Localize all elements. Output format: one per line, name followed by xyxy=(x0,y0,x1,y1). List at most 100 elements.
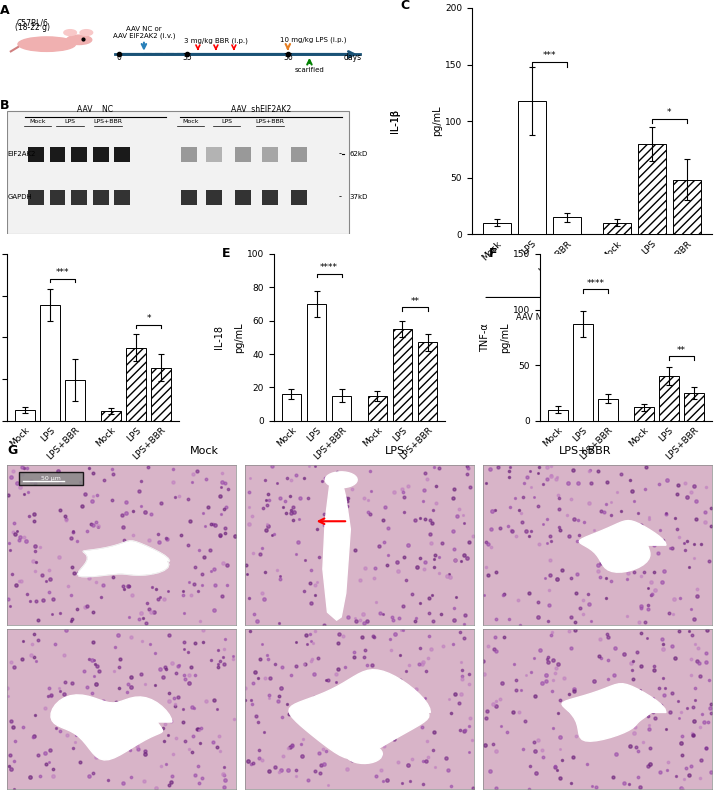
FancyBboxPatch shape xyxy=(114,190,130,205)
Polygon shape xyxy=(289,669,431,759)
Text: IL-1β: IL-1β xyxy=(390,109,400,133)
Text: 35: 35 xyxy=(182,53,192,62)
Text: Mock: Mock xyxy=(183,119,199,124)
Bar xyxy=(101,411,121,421)
Text: LPS+BBR: LPS+BBR xyxy=(559,446,611,456)
Text: LPS: LPS xyxy=(221,119,232,124)
Bar xyxy=(418,343,437,421)
Text: 3 mg/kg BBR (i.p.): 3 mg/kg BBR (i.p.) xyxy=(184,38,248,45)
Polygon shape xyxy=(580,520,666,572)
Text: AAV NC: AAV NC xyxy=(567,479,599,488)
FancyBboxPatch shape xyxy=(290,190,306,205)
Text: E: E xyxy=(222,247,231,261)
Bar xyxy=(553,217,581,234)
Text: AAV shEIF2AK2: AAV shEIF2AK2 xyxy=(637,479,701,488)
Bar xyxy=(331,396,352,421)
Bar xyxy=(518,100,546,234)
FancyBboxPatch shape xyxy=(71,190,87,205)
Bar xyxy=(548,410,568,421)
Polygon shape xyxy=(78,541,170,577)
Text: scarified: scarified xyxy=(295,67,324,73)
Y-axis label: pg/mL: pg/mL xyxy=(432,106,442,136)
Text: -: - xyxy=(339,150,342,159)
Bar xyxy=(598,398,618,421)
FancyBboxPatch shape xyxy=(235,147,251,162)
Text: (18-22 g): (18-22 g) xyxy=(15,23,50,33)
FancyBboxPatch shape xyxy=(28,147,44,162)
Bar xyxy=(659,376,679,421)
Text: AAV NC: AAV NC xyxy=(301,479,332,488)
FancyBboxPatch shape xyxy=(93,190,109,205)
FancyBboxPatch shape xyxy=(262,147,278,162)
Text: F: F xyxy=(488,247,497,261)
Text: AAV NC: AAV NC xyxy=(516,313,548,322)
Text: AAV shEIF2AK2: AAV shEIF2AK2 xyxy=(104,479,168,488)
Text: LPS+BBR: LPS+BBR xyxy=(93,119,122,124)
Bar xyxy=(15,410,35,421)
FancyBboxPatch shape xyxy=(71,147,87,162)
Bar xyxy=(634,407,654,421)
Text: AAV NC: AAV NC xyxy=(35,479,66,488)
Text: AAV  shEIF2AK2: AAV shEIF2AK2 xyxy=(231,105,291,114)
FancyBboxPatch shape xyxy=(235,190,251,205)
FancyBboxPatch shape xyxy=(262,190,278,205)
Text: days: days xyxy=(344,53,362,62)
Text: AAV NC or
AAV EIF2AK2 (i.v.): AAV NC or AAV EIF2AK2 (i.v.) xyxy=(113,26,175,39)
Bar xyxy=(573,324,592,421)
Bar xyxy=(127,347,146,421)
Text: ***: *** xyxy=(56,269,70,277)
Text: LPS: LPS xyxy=(65,119,75,124)
Bar xyxy=(673,180,700,234)
Text: ****: **** xyxy=(587,279,605,288)
FancyBboxPatch shape xyxy=(93,147,109,162)
Text: B: B xyxy=(0,99,9,112)
Text: 36: 36 xyxy=(283,53,293,62)
Text: ****: **** xyxy=(320,263,338,273)
Bar xyxy=(367,396,388,421)
Bar xyxy=(40,305,60,421)
Polygon shape xyxy=(51,695,172,760)
Text: G: G xyxy=(7,444,17,457)
Text: *: * xyxy=(147,314,151,323)
Text: GAPDH: GAPDH xyxy=(7,194,32,200)
FancyBboxPatch shape xyxy=(206,190,222,205)
Bar xyxy=(483,223,510,234)
Bar xyxy=(65,380,85,421)
Text: LPS+BBR: LPS+BBR xyxy=(255,119,284,124)
Text: 10 mg/kg LPS (i.p.): 10 mg/kg LPS (i.p.) xyxy=(280,37,347,43)
FancyBboxPatch shape xyxy=(114,147,130,162)
Polygon shape xyxy=(325,472,357,488)
FancyBboxPatch shape xyxy=(181,190,197,205)
Text: C57BL/6: C57BL/6 xyxy=(17,18,48,27)
Bar xyxy=(603,223,631,234)
Polygon shape xyxy=(562,684,666,741)
FancyBboxPatch shape xyxy=(181,147,197,162)
Text: EIF2AK2: EIF2AK2 xyxy=(7,151,35,157)
Text: IL-1β: IL-1β xyxy=(390,109,400,133)
Ellipse shape xyxy=(64,29,76,36)
Y-axis label: pg/mL: pg/mL xyxy=(500,322,510,352)
Text: LPS: LPS xyxy=(385,446,405,456)
Bar xyxy=(307,304,326,421)
Text: Mock: Mock xyxy=(29,119,46,124)
Text: AAV    NC: AAV NC xyxy=(78,105,114,114)
Ellipse shape xyxy=(18,37,75,51)
Polygon shape xyxy=(346,744,383,764)
Text: AAV shEIF2AK2: AAV shEIF2AK2 xyxy=(370,479,434,488)
Y-axis label: pg/mL: pg/mL xyxy=(234,322,244,352)
Text: 50 μm: 50 μm xyxy=(41,476,60,481)
Text: ***: *** xyxy=(543,51,557,60)
Text: **: ** xyxy=(677,346,686,355)
FancyBboxPatch shape xyxy=(28,190,44,205)
FancyBboxPatch shape xyxy=(206,147,222,162)
Text: 0: 0 xyxy=(116,53,122,62)
Text: TNF-α: TNF-α xyxy=(480,323,490,351)
FancyBboxPatch shape xyxy=(7,112,349,234)
Text: C: C xyxy=(400,0,409,12)
FancyBboxPatch shape xyxy=(19,472,83,485)
FancyBboxPatch shape xyxy=(50,190,65,205)
Bar xyxy=(684,393,704,421)
Text: AAV shEIF2AK2: AAV shEIF2AK2 xyxy=(620,313,684,322)
Text: **: ** xyxy=(411,296,419,305)
Text: -: - xyxy=(339,192,342,202)
